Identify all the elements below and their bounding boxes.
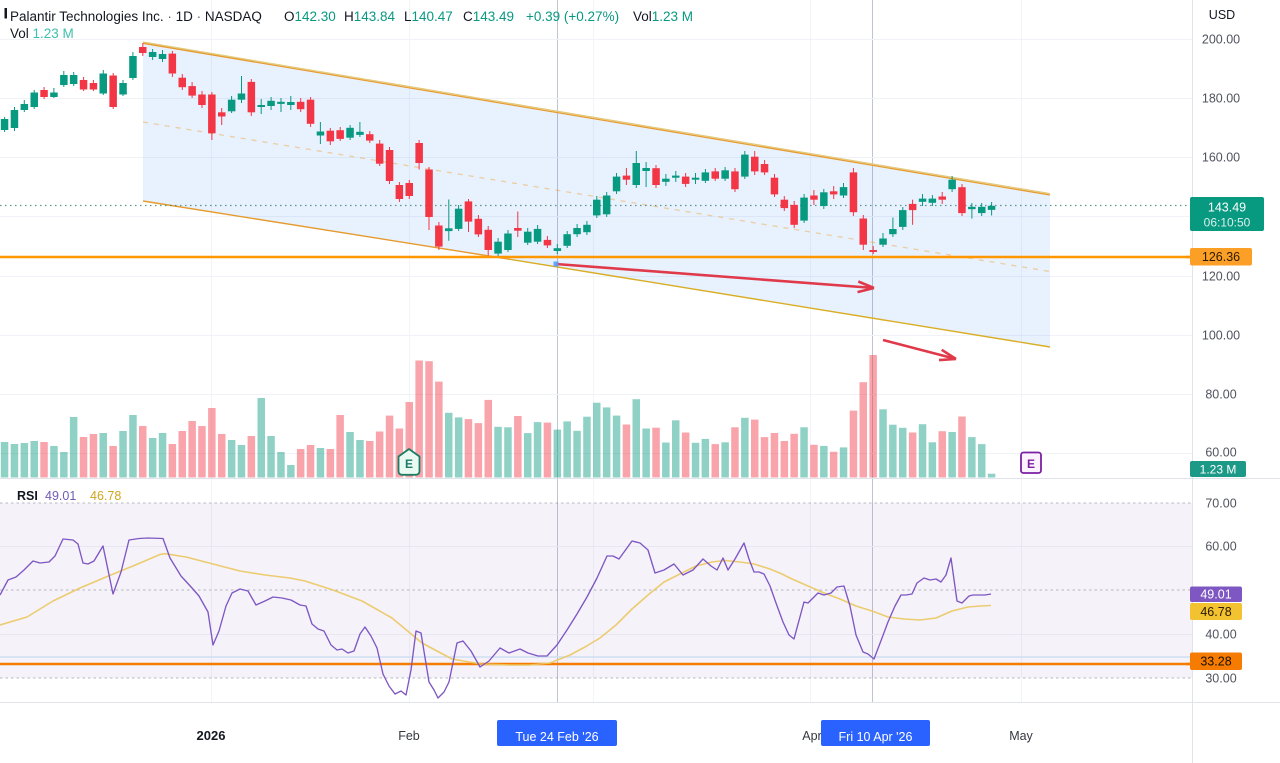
svg-text:100.00: 100.00	[1202, 329, 1240, 343]
svg-text:60.00: 60.00	[1205, 446, 1236, 460]
svg-text:60.00: 60.00	[1205, 540, 1236, 554]
svg-text:80.00: 80.00	[1205, 388, 1236, 402]
svg-text:70.00: 70.00	[1205, 497, 1236, 511]
svg-text:46.78: 46.78	[90, 489, 121, 503]
svg-text:49.01: 49.01	[1200, 588, 1231, 602]
svg-text:May: May	[1009, 729, 1033, 743]
svg-text:Apr: Apr	[802, 729, 821, 743]
svg-text:33.28: 33.28	[1200, 655, 1231, 669]
svg-text:C143.49: C143.49	[463, 9, 514, 24]
svg-text:1.23 M: 1.23 M	[1200, 463, 1237, 477]
svg-text:120.00: 120.00	[1202, 270, 1240, 284]
svg-text:143.49: 143.49	[1208, 201, 1246, 215]
svg-text:40.00: 40.00	[1205, 628, 1236, 642]
svg-text:Vol1.23 M: Vol1.23 M	[633, 9, 693, 24]
svg-text:46.78: 46.78	[1200, 605, 1231, 619]
svg-text:E: E	[1027, 457, 1035, 471]
svg-text:H143.84: H143.84	[344, 9, 396, 24]
svg-text:O142.30: O142.30	[284, 9, 336, 24]
svg-text:180.00: 180.00	[1202, 92, 1240, 106]
svg-text:Palantir Technologies Inc. · 1: Palantir Technologies Inc. · 1D · NASDAQ	[10, 9, 262, 24]
svg-text:RSI: RSI	[17, 489, 38, 503]
svg-text:2026: 2026	[197, 728, 226, 743]
svg-text:L140.47: L140.47	[404, 9, 453, 24]
svg-text:49.01: 49.01	[45, 489, 76, 503]
svg-text:06:10:50: 06:10:50	[1204, 216, 1251, 230]
svg-text:Feb: Feb	[398, 729, 420, 743]
svg-text:160.00: 160.00	[1202, 151, 1240, 165]
svg-text:Fri 10 Apr '26: Fri 10 Apr '26	[839, 730, 913, 744]
svg-text:Tue 24 Feb '26: Tue 24 Feb '26	[515, 730, 598, 744]
svg-text:Vol 1.23 M: Vol 1.23 M	[10, 26, 74, 41]
svg-text:E: E	[405, 457, 413, 471]
svg-text:126.36: 126.36	[1202, 250, 1240, 264]
svg-text:+0.39 (+0.27%): +0.39 (+0.27%)	[526, 9, 619, 24]
svg-text:30.00: 30.00	[1205, 672, 1236, 686]
svg-text:200.00: 200.00	[1202, 33, 1240, 47]
svg-text:USD: USD	[1209, 8, 1235, 22]
